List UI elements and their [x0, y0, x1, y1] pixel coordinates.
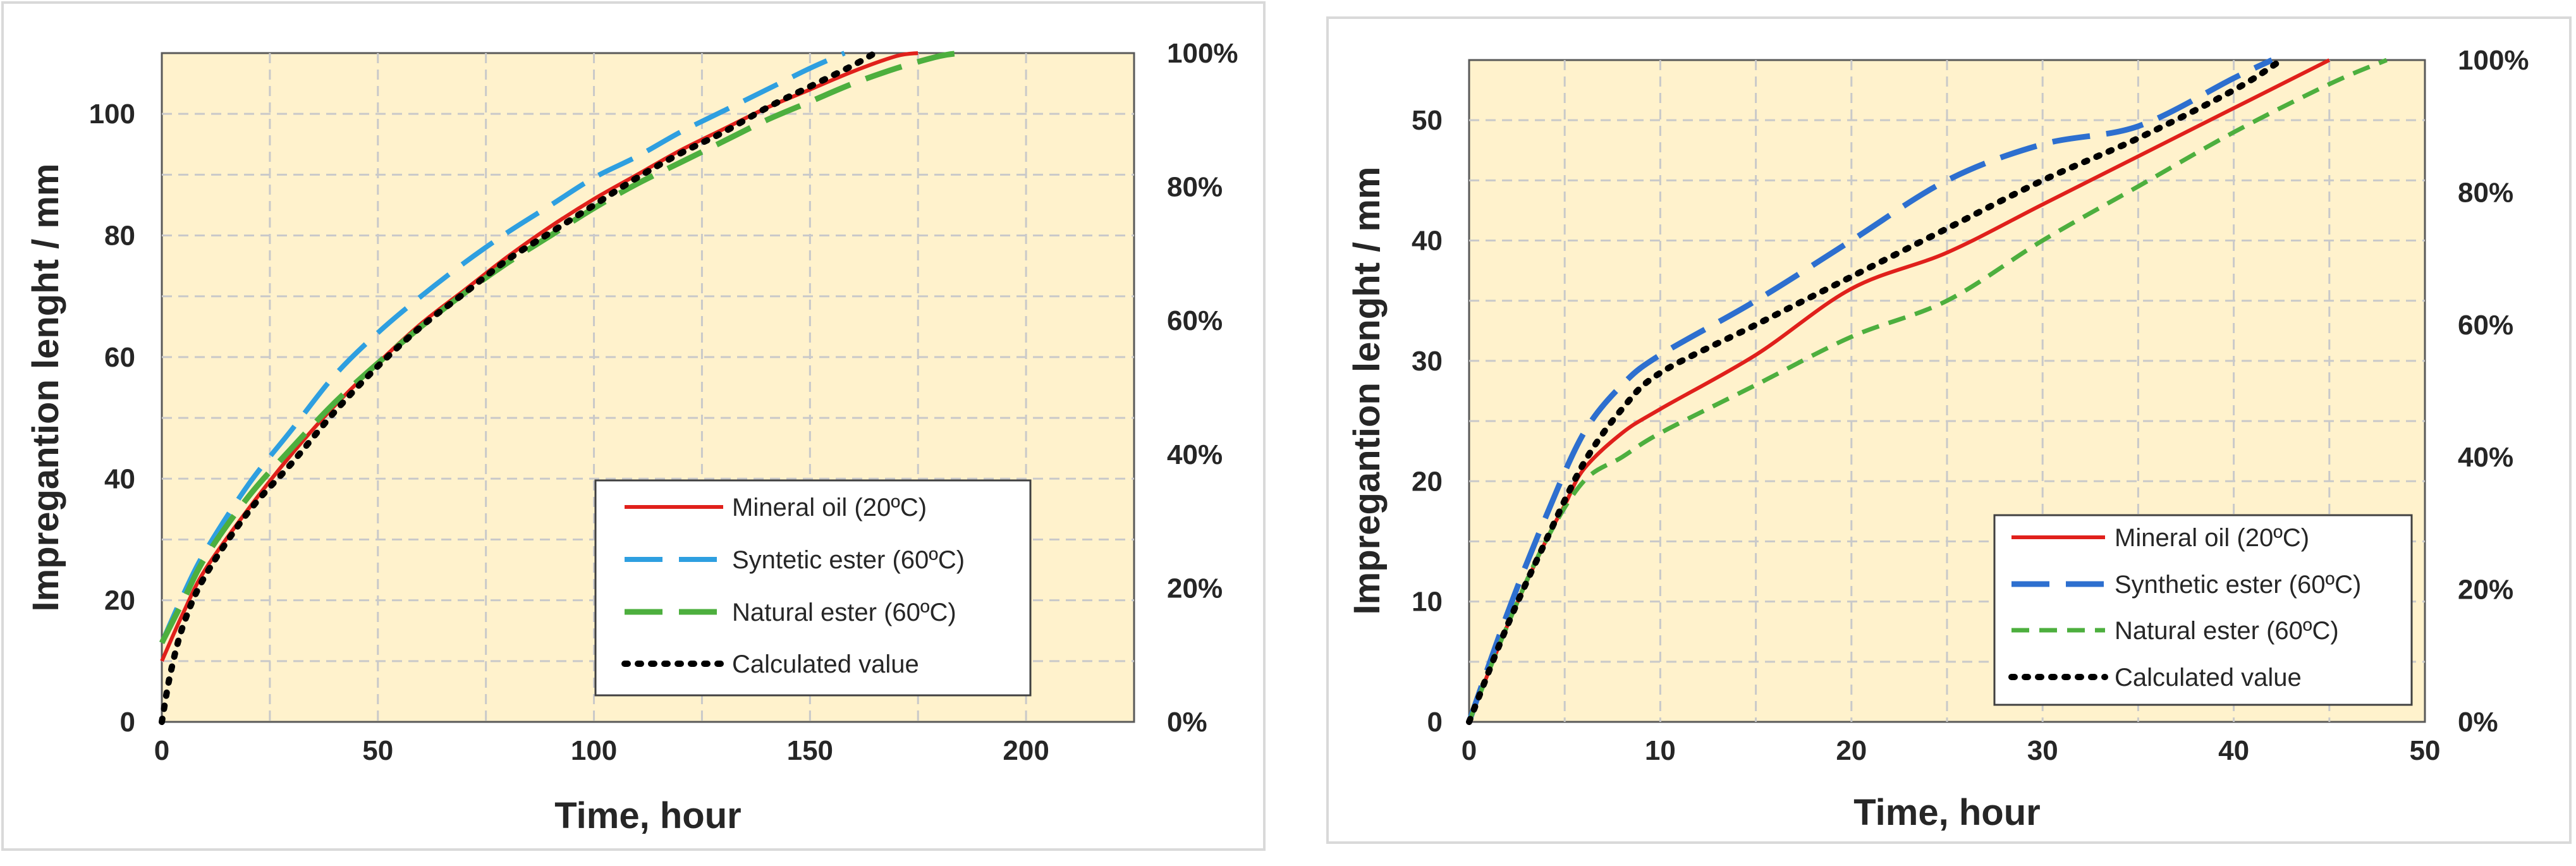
left-secondary-y-tick-label: 0% — [1167, 707, 1207, 738]
right-y-tick-label: 30 — [1412, 346, 1443, 377]
right-x-tick-label: 50 — [2410, 735, 2441, 766]
right-secondary-y-tick-label: 40% — [2458, 442, 2513, 473]
right-y-tick-label: 40 — [1412, 226, 1443, 257]
left-secondary-y-tick-label: 40% — [1167, 439, 1223, 470]
left-legend-box — [594, 479, 1032, 697]
left-secondary-y-tick-label: 80% — [1167, 172, 1223, 203]
left-chart: 0 50 100 150 200 0 20 40 60 80 100 0% 20% 40% 60% 80%… — [25, 38, 1238, 836]
right-secondary-y-tick-label: 80% — [2458, 177, 2513, 208]
left-x-axis-label: Time, hour — [554, 795, 741, 836]
right-y-tick-label: 50 — [1412, 105, 1443, 136]
right-x-ticks: 0 10 20 30 40 50 — [1462, 735, 2441, 766]
right-legend-label-mineral-oil: Mineral oil (20ºC) — [2115, 524, 2309, 552]
right-legend-label-natural-ester: Natural ester (60ºC) — [2115, 617, 2339, 645]
left-y-tick-label: 0 — [120, 707, 135, 738]
right-secondary-y-ticks: 0% 20% 40% 60% 80% 100% — [2458, 45, 2529, 738]
left-legend-label-calculated-value: Calculated value — [732, 650, 919, 678]
right-series-synthetic-ester — [1466, 57, 2274, 723]
right-y-ticks: 0 10 20 30 40 50 — [1412, 105, 1443, 738]
right-series-calculated-value — [1466, 57, 2285, 725]
left-secondary-y-tick-label: 60% — [1167, 305, 1223, 336]
left-y-axis-label: Impregantion lenght / mm — [25, 164, 66, 612]
right-secondary-y-tick-label: 0% — [2458, 707, 2498, 738]
right-chart: 0 10 20 30 40 50 0 10 20 30 40 50 0% 20% 40% 60% 80% 10… — [1346, 45, 2529, 833]
right-x-tick-label: 40 — [2218, 735, 2249, 766]
right-y-tick-label: 0 — [1427, 707, 1443, 738]
left-series-group — [159, 50, 962, 725]
right-x-tick-label: 30 — [2027, 735, 2058, 766]
left-y-tick-label: 20 — [104, 585, 135, 616]
left-legend: Mineral oil (20ºC) Syntetic ester (60ºC) N… — [594, 479, 1032, 697]
left-secondary-y-ticks: 0% 20% 40% 60% 80% 100% — [1167, 38, 1238, 738]
right-y-tick-label: 10 — [1412, 587, 1443, 618]
left-secondary-y-tick-label: 100% — [1167, 38, 1238, 69]
right-x-tick-label: 20 — [1836, 735, 1867, 766]
right-secondary-y-tick-label: 100% — [2458, 45, 2529, 76]
right-legend-label-synthetic-ester: Synthetic ester (60ºC) — [2115, 571, 2361, 599]
left-x-tick-label: 100 — [571, 735, 617, 766]
right-secondary-y-tick-label: 60% — [2458, 310, 2513, 341]
right-x-tick-label: 0 — [1462, 735, 1477, 766]
left-x-ticks: 0 50 100 150 200 — [154, 735, 1049, 766]
left-y-ticks: 0 20 40 60 80 100 — [89, 99, 135, 738]
left-y-tick-label: 100 — [89, 99, 135, 130]
left-legend-label-natural-ester: Natural ester (60ºC) — [732, 599, 956, 626]
left-series-natural-ester — [159, 50, 962, 645]
right-x-tick-label: 10 — [1645, 735, 1676, 766]
right-y-axis-label: Impregantion lenght / mm — [1346, 167, 1388, 615]
right-y-tick-label: 20 — [1412, 466, 1443, 497]
left-legend-label-syntetic-ester: Syntetic ester (60ºC) — [732, 546, 965, 574]
left-secondary-y-tick-label: 20% — [1167, 573, 1223, 604]
left-y-tick-label: 40 — [104, 463, 135, 494]
right-secondary-y-tick-label: 20% — [2458, 575, 2513, 606]
right-legend-label-calculated-value: Calculated value — [2115, 664, 2302, 692]
right-series-group — [1466, 57, 2388, 725]
right-x-axis-label: Time, hour — [1853, 792, 2040, 833]
left-series-mineral-oil — [160, 51, 919, 662]
left-legend-label-mineral-oil: Mineral oil (20ºC) — [732, 494, 927, 521]
left-series-syntetic-ester — [159, 51, 846, 644]
right-legend-box — [1993, 514, 2413, 706]
left-series-calculated-value — [159, 50, 878, 725]
right-legend: Mineral oil (20ºC) Synthetic ester (60ºC)… — [1993, 514, 2413, 706]
left-x-tick-label: 150 — [787, 735, 833, 766]
left-x-tick-label: 200 — [1003, 735, 1049, 766]
left-x-tick-label: 0 — [154, 735, 169, 766]
left-x-tick-label: 50 — [362, 735, 393, 766]
left-y-tick-label: 80 — [104, 221, 135, 252]
left-y-tick-label: 60 — [104, 342, 135, 373]
